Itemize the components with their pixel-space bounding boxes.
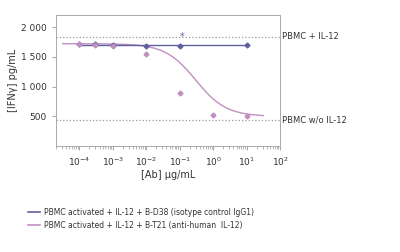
Text: PBMC w/o IL-12: PBMC w/o IL-12 [282,115,347,124]
Text: PBMC + IL-12: PBMC + IL-12 [282,32,339,41]
Legend: PBMC activated + IL-12 + B-D38 (isotype control IgG1), PBMC activated + IL-12 + : PBMC activated + IL-12 + B-D38 (isotype … [26,205,257,233]
X-axis label: [Ab] μg/mL: [Ab] μg/mL [141,170,195,180]
Y-axis label: [IFNγ] pg/mL: [IFNγ] pg/mL [8,49,18,112]
Text: *: * [180,32,185,42]
